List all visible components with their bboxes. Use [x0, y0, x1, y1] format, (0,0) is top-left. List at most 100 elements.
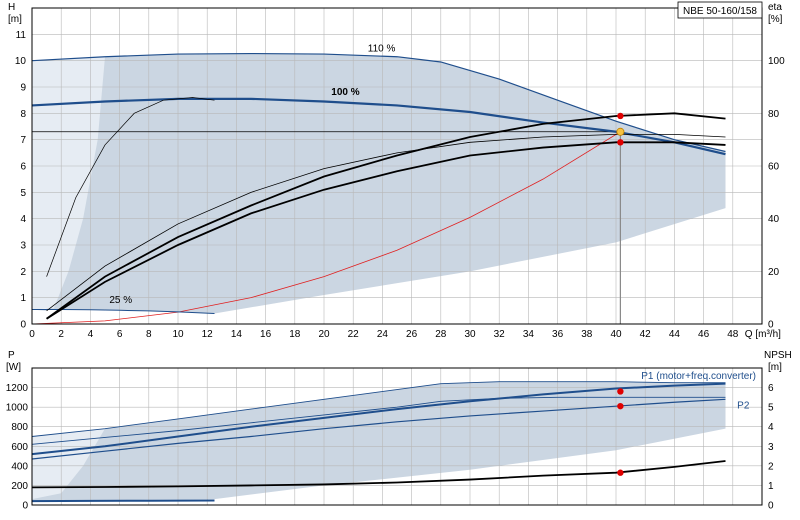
eta-upper-line [46, 134, 726, 312]
x-tick-label: 40 [610, 329, 622, 340]
eta-total-point [617, 139, 624, 146]
label-p1: P1 (motor+freq.converter) [641, 371, 756, 382]
npsh-tick-label: 2 [768, 461, 774, 472]
x-tick-label: 2 [58, 329, 64, 340]
x-tick-label: 28 [435, 329, 447, 340]
x-tick-label: 38 [581, 329, 593, 340]
x-tick-label: 18 [289, 329, 301, 340]
chart-title: NBE 50-160/158 [683, 6, 757, 17]
y-left-tick-label: 5 [20, 188, 26, 199]
y-right-tick-label: 80 [768, 109, 780, 120]
eta-pump-line [46, 112, 726, 320]
label-p2: P2 [737, 401, 750, 412]
operating-area [32, 53, 726, 314]
label-110: 110 % [368, 43, 396, 54]
p1-line [31, 382, 726, 456]
y-left-tick-label: 9 [20, 83, 26, 94]
y-left-tick-label: 6 [20, 162, 26, 173]
x-tick-label: 32 [494, 329, 506, 340]
y-left-tick-label: 8 [20, 109, 26, 120]
y-left-tick-label: 11 [16, 30, 27, 41]
y-right-tick-label: 100 [768, 56, 785, 67]
p-tick-label: 200 [11, 481, 28, 492]
npsh-tick-label: 5 [768, 403, 774, 414]
y-right-axis-unit: [%] [768, 14, 783, 25]
head-efficiency-panel: 110 %100 %25 %0 2 4 6 8 10 12 14 16 18 20 22 24 26 28 3… [8, 1, 785, 340]
eta-partial-line [46, 97, 215, 277]
y-right-tick-label: 0 [768, 320, 774, 331]
p-tick-label: 600 [11, 442, 28, 453]
y-left-tick-label: 4 [20, 214, 26, 225]
title-box [677, 1, 763, 19]
head-curve-100-line [31, 97, 726, 156]
y-left-axis-unit: [m] [8, 14, 22, 25]
x-tick-label: 44 [669, 329, 681, 340]
x-tick-label: 34 [523, 329, 535, 340]
x-tick-label: 12 [202, 329, 214, 340]
x-tick-label: 20 [318, 329, 330, 340]
bottom-plot-frame [31, 367, 763, 506]
x-tick-label: 10 [172, 329, 184, 340]
p-axis-title: P [8, 350, 15, 361]
x-tick-label: 26 [406, 329, 418, 340]
top-plot-frame [31, 7, 763, 325]
system-curve-line [31, 131, 621, 325]
x-tick-label: 36 [552, 329, 564, 340]
npsh-tick-label: 3 [768, 442, 774, 453]
p-tick-label: 1000 [6, 403, 29, 414]
p1-point [617, 388, 624, 395]
x-tick-label: 8 [146, 329, 152, 340]
x-tick-label: 14 [231, 329, 243, 340]
npsh-point [617, 469, 624, 476]
p-tick-label: 0 [22, 501, 28, 512]
npsh-tick-label: 1 [768, 481, 774, 492]
y-left-tick-label: 0 [20, 320, 26, 331]
eta-total-line [46, 141, 726, 320]
npsh-line [31, 460, 726, 489]
y-right-axis-title: eta [768, 2, 782, 13]
x-axis-title: Q [m³/h] [745, 329, 781, 340]
p-max-upper-line [31, 381, 726, 437]
y-left-tick-label: 10 [15, 56, 27, 67]
x-tick-label: 6 [117, 329, 123, 340]
x-tick-label: 46 [698, 329, 710, 340]
low-flow-zone [32, 56, 105, 310]
y-left-tick-label: 2 [20, 267, 26, 278]
eta-pump-point [617, 112, 624, 120]
y-left-tick-label: 7 [20, 135, 26, 146]
x-tick-label: 42 [640, 329, 652, 340]
p-tick-label: 800 [11, 422, 28, 433]
p-axis-unit: [W] [6, 362, 21, 373]
duty-point [616, 127, 625, 136]
npsh-axis-title: NPSH [764, 350, 792, 361]
p2-point [617, 402, 624, 410]
y-right-tick-label: 20 [768, 267, 780, 278]
label-100: 100 % [331, 87, 359, 98]
x-tick-label: 16 [260, 329, 272, 340]
y-right-tick-label: 40 [768, 214, 780, 225]
y-left-tick-label: 1 [20, 293, 26, 304]
x-tick-label: 30 [464, 329, 476, 340]
npsh-tick-label: 0 [768, 501, 774, 512]
y-left-tick-label: 3 [20, 241, 26, 252]
p-tick-label: 1200 [6, 383, 29, 394]
head-curve-110-line [31, 52, 726, 153]
npsh-tick-label: 6 [768, 383, 774, 394]
y-left-axis-title: H [8, 2, 15, 13]
x-tick-label: 0 [29, 329, 35, 340]
p-max-lower-line [31, 396, 726, 445]
x-tick-label: 24 [377, 329, 389, 340]
power-npsh-panel: P1 (motor+freq.converter)P20200400600800… [6, 350, 792, 512]
npsh-tick-label: 4 [768, 422, 774, 433]
p-min-line [31, 499, 215, 503]
power-area [32, 381, 726, 502]
x-tick-label: 22 [348, 329, 360, 340]
label-25: 25 % [109, 295, 132, 306]
p-tick-label: 400 [11, 461, 28, 472]
p2-line [31, 398, 726, 460]
x-tick-label: 4 [88, 329, 94, 340]
y-right-tick-label: 60 [768, 162, 780, 173]
npsh-axis-unit: [m] [768, 362, 782, 373]
x-tick-label: 48 [727, 329, 739, 340]
